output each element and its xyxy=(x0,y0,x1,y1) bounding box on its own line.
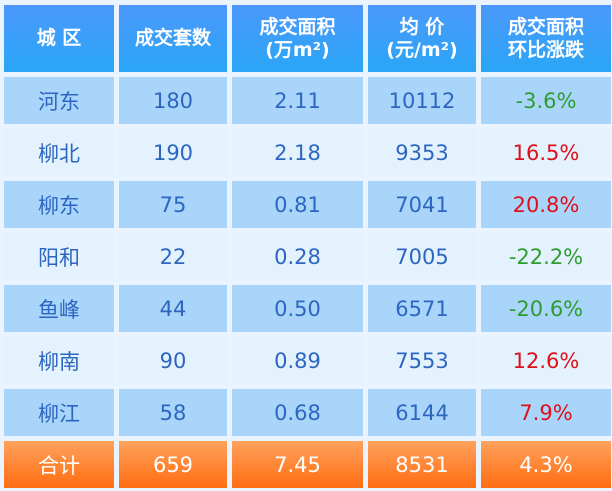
header-label: 城 区 xyxy=(36,27,82,49)
cell-units: 180 xyxy=(119,77,227,124)
cell-units: 190 xyxy=(119,129,227,176)
cell-units: 75 xyxy=(119,181,227,228)
cell-area: 2.11 xyxy=(232,77,363,124)
cell-change: 4.3% xyxy=(481,441,611,488)
cell-units: 659 xyxy=(119,441,227,488)
cell-price: 7041 xyxy=(368,181,476,228)
cell-area: 2.18 xyxy=(232,129,363,176)
cell-area: 0.68 xyxy=(232,389,363,436)
cell-district: 柳江 xyxy=(4,389,114,436)
cell-change: 16.5% xyxy=(481,129,611,176)
housing-transactions-table: 城 区成交套数 成交面积 (万m²) 均 价 (元/m²) 成交面积 环比涨跌 河东 180 2… xyxy=(4,5,611,488)
cell-change: 7.9% xyxy=(481,389,611,436)
header-area: 成交面积 (万m²) xyxy=(232,5,363,72)
header-label: 成交套数 xyxy=(134,27,211,49)
cell-district: 柳北 xyxy=(4,129,114,176)
header-label: 环比涨跌 xyxy=(507,38,584,61)
cell-price: 7005 xyxy=(368,233,476,280)
cell-area: 0.81 xyxy=(232,181,363,228)
cell-price: 8531 xyxy=(368,441,476,488)
cell-district: 合计 xyxy=(4,441,114,488)
cell-change: -20.6% xyxy=(481,285,611,332)
cell-district: 柳南 xyxy=(4,337,114,384)
header-label: (万m²) xyxy=(265,38,330,61)
cell-area: 0.89 xyxy=(232,337,363,384)
header-price: 均 价 (元/m²) xyxy=(368,5,476,72)
cell-change: 12.6% xyxy=(481,337,611,384)
header-units: 成交套数 xyxy=(119,5,227,72)
cell-units: 90 xyxy=(119,337,227,384)
cell-price: 6144 xyxy=(368,389,476,436)
header-label: (元/m²) xyxy=(386,38,458,61)
cell-price: 9353 xyxy=(368,129,476,176)
cell-price: 10112 xyxy=(368,77,476,124)
cell-district: 阳和 xyxy=(4,233,114,280)
cell-change: 20.8% xyxy=(481,181,611,228)
cell-district: 鱼峰 xyxy=(4,285,114,332)
cell-area: 0.28 xyxy=(232,233,363,280)
cell-district: 河东 xyxy=(4,77,114,124)
cell-change: -3.6% xyxy=(481,77,611,124)
cell-district: 柳东 xyxy=(4,181,114,228)
header-change: 成交面积 环比涨跌 xyxy=(481,5,611,72)
cell-change: -22.2% xyxy=(481,233,611,280)
cell-units: 58 xyxy=(119,389,227,436)
cell-units: 44 xyxy=(119,285,227,332)
header-label: 均 价 xyxy=(399,15,445,38)
cell-price: 7553 xyxy=(368,337,476,384)
header-district: 城 区 xyxy=(4,5,114,72)
cell-price: 6571 xyxy=(368,285,476,332)
header-label: 成交面积 xyxy=(507,15,584,38)
cell-area: 7.45 xyxy=(232,441,363,488)
cell-area: 0.50 xyxy=(232,285,363,332)
cell-units: 22 xyxy=(119,233,227,280)
header-label: 成交面积 xyxy=(259,15,336,38)
